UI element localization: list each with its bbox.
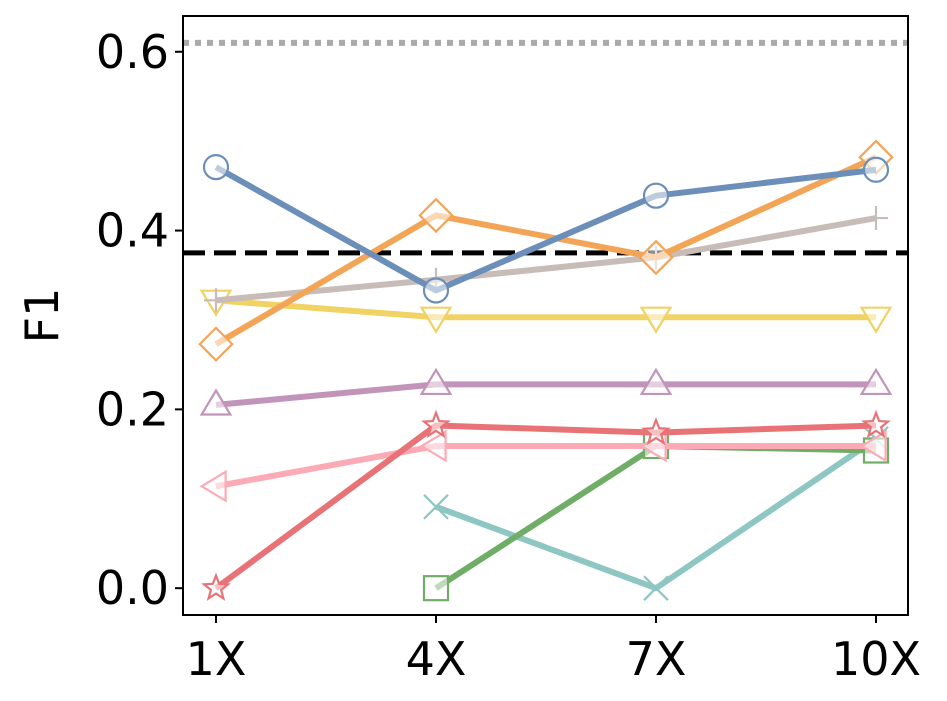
data-point [861, 409, 891, 439]
data-point [419, 367, 453, 396]
y-tick-label: 0.2 [96, 382, 169, 436]
data-point [422, 575, 450, 602]
data-point [859, 306, 893, 334]
series-line [214, 154, 878, 347]
data-point [199, 469, 227, 503]
x-axis: 1X 4X 7X 10X [186, 615, 921, 686]
x-tick-label: 10X [831, 632, 921, 686]
data-point [864, 206, 888, 231]
data-point [642, 182, 670, 209]
data-point [419, 306, 453, 334]
data-point [198, 326, 234, 362]
reference-lines [183, 39, 908, 256]
series-triangle-up [199, 367, 893, 416]
series-line [215, 297, 876, 321]
y-axis-label: F1 [15, 288, 69, 344]
series-line [215, 443, 876, 490]
data-point [419, 429, 447, 463]
data-point [859, 367, 893, 396]
data-point [639, 367, 673, 396]
series-circle [202, 153, 890, 304]
y-tick-label: 0.4 [96, 204, 169, 258]
data-point [418, 197, 454, 234]
series-diamond [198, 139, 894, 362]
data-point [639, 306, 673, 334]
data-point [862, 156, 890, 183]
x-tick-label: 4X [406, 632, 467, 686]
series-line [214, 422, 877, 591]
series-line [214, 164, 877, 294]
series-triangle-left [199, 429, 887, 503]
data-point [202, 153, 230, 181]
x-tick-label: 7X [626, 632, 687, 686]
data-point [199, 388, 233, 416]
series-triangle-down [199, 289, 893, 334]
data-point [643, 575, 669, 601]
data-point [422, 277, 450, 304]
series-star [201, 409, 891, 601]
series-layer [198, 139, 894, 602]
data-point [641, 416, 671, 446]
y-tick-label: 0.6 [96, 25, 169, 79]
data-point [423, 494, 449, 520]
plot-frame [182, 15, 909, 616]
x-tick-label: 1X [186, 632, 247, 686]
y-axis: 0.0 0.2 0.4 0.6 [96, 25, 183, 615]
data-point [204, 288, 228, 313]
data-point [859, 429, 887, 463]
series-line [215, 381, 876, 408]
y-tick-label: 0.0 [96, 561, 169, 615]
data-point [638, 239, 674, 276]
series-line [215, 215, 877, 304]
data-point [421, 409, 451, 439]
data-point [201, 572, 231, 601]
